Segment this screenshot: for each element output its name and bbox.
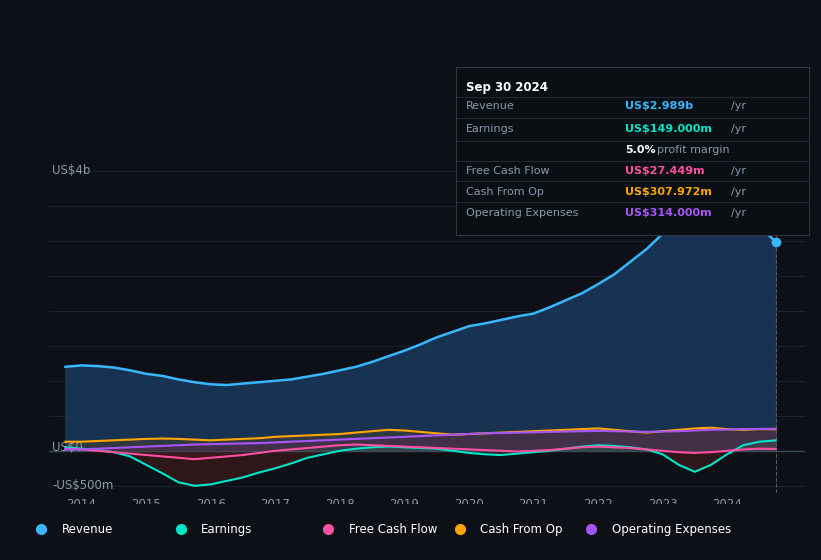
Text: -US$500m: -US$500m [53, 479, 114, 492]
Text: 5.0%: 5.0% [625, 144, 656, 155]
Text: US$27.449m: US$27.449m [625, 166, 704, 176]
Text: US$0: US$0 [53, 441, 83, 454]
Text: US$314.000m: US$314.000m [625, 208, 712, 218]
Text: Revenue: Revenue [466, 101, 515, 111]
Text: US$149.000m: US$149.000m [625, 124, 712, 134]
Text: Cash From Op: Cash From Op [480, 522, 562, 536]
Text: Earnings: Earnings [466, 124, 515, 134]
Text: Operating Expenses: Operating Expenses [466, 208, 579, 218]
Text: Free Cash Flow: Free Cash Flow [349, 522, 438, 536]
Text: US$2.989b: US$2.989b [625, 101, 693, 111]
Text: Revenue: Revenue [62, 522, 113, 536]
Text: Free Cash Flow: Free Cash Flow [466, 166, 550, 176]
Text: /yr: /yr [731, 166, 746, 176]
Text: Sep 30 2024: Sep 30 2024 [466, 81, 548, 94]
Text: /yr: /yr [731, 124, 746, 134]
Text: Earnings: Earnings [201, 522, 253, 536]
Text: profit margin: profit margin [657, 144, 730, 155]
Text: Cash From Op: Cash From Op [466, 186, 544, 197]
Text: /yr: /yr [731, 101, 746, 111]
Text: Operating Expenses: Operating Expenses [612, 522, 731, 536]
Text: US$307.972m: US$307.972m [625, 186, 712, 197]
Text: /yr: /yr [731, 186, 746, 197]
Text: US$4b: US$4b [53, 164, 91, 178]
Text: /yr: /yr [731, 208, 746, 218]
